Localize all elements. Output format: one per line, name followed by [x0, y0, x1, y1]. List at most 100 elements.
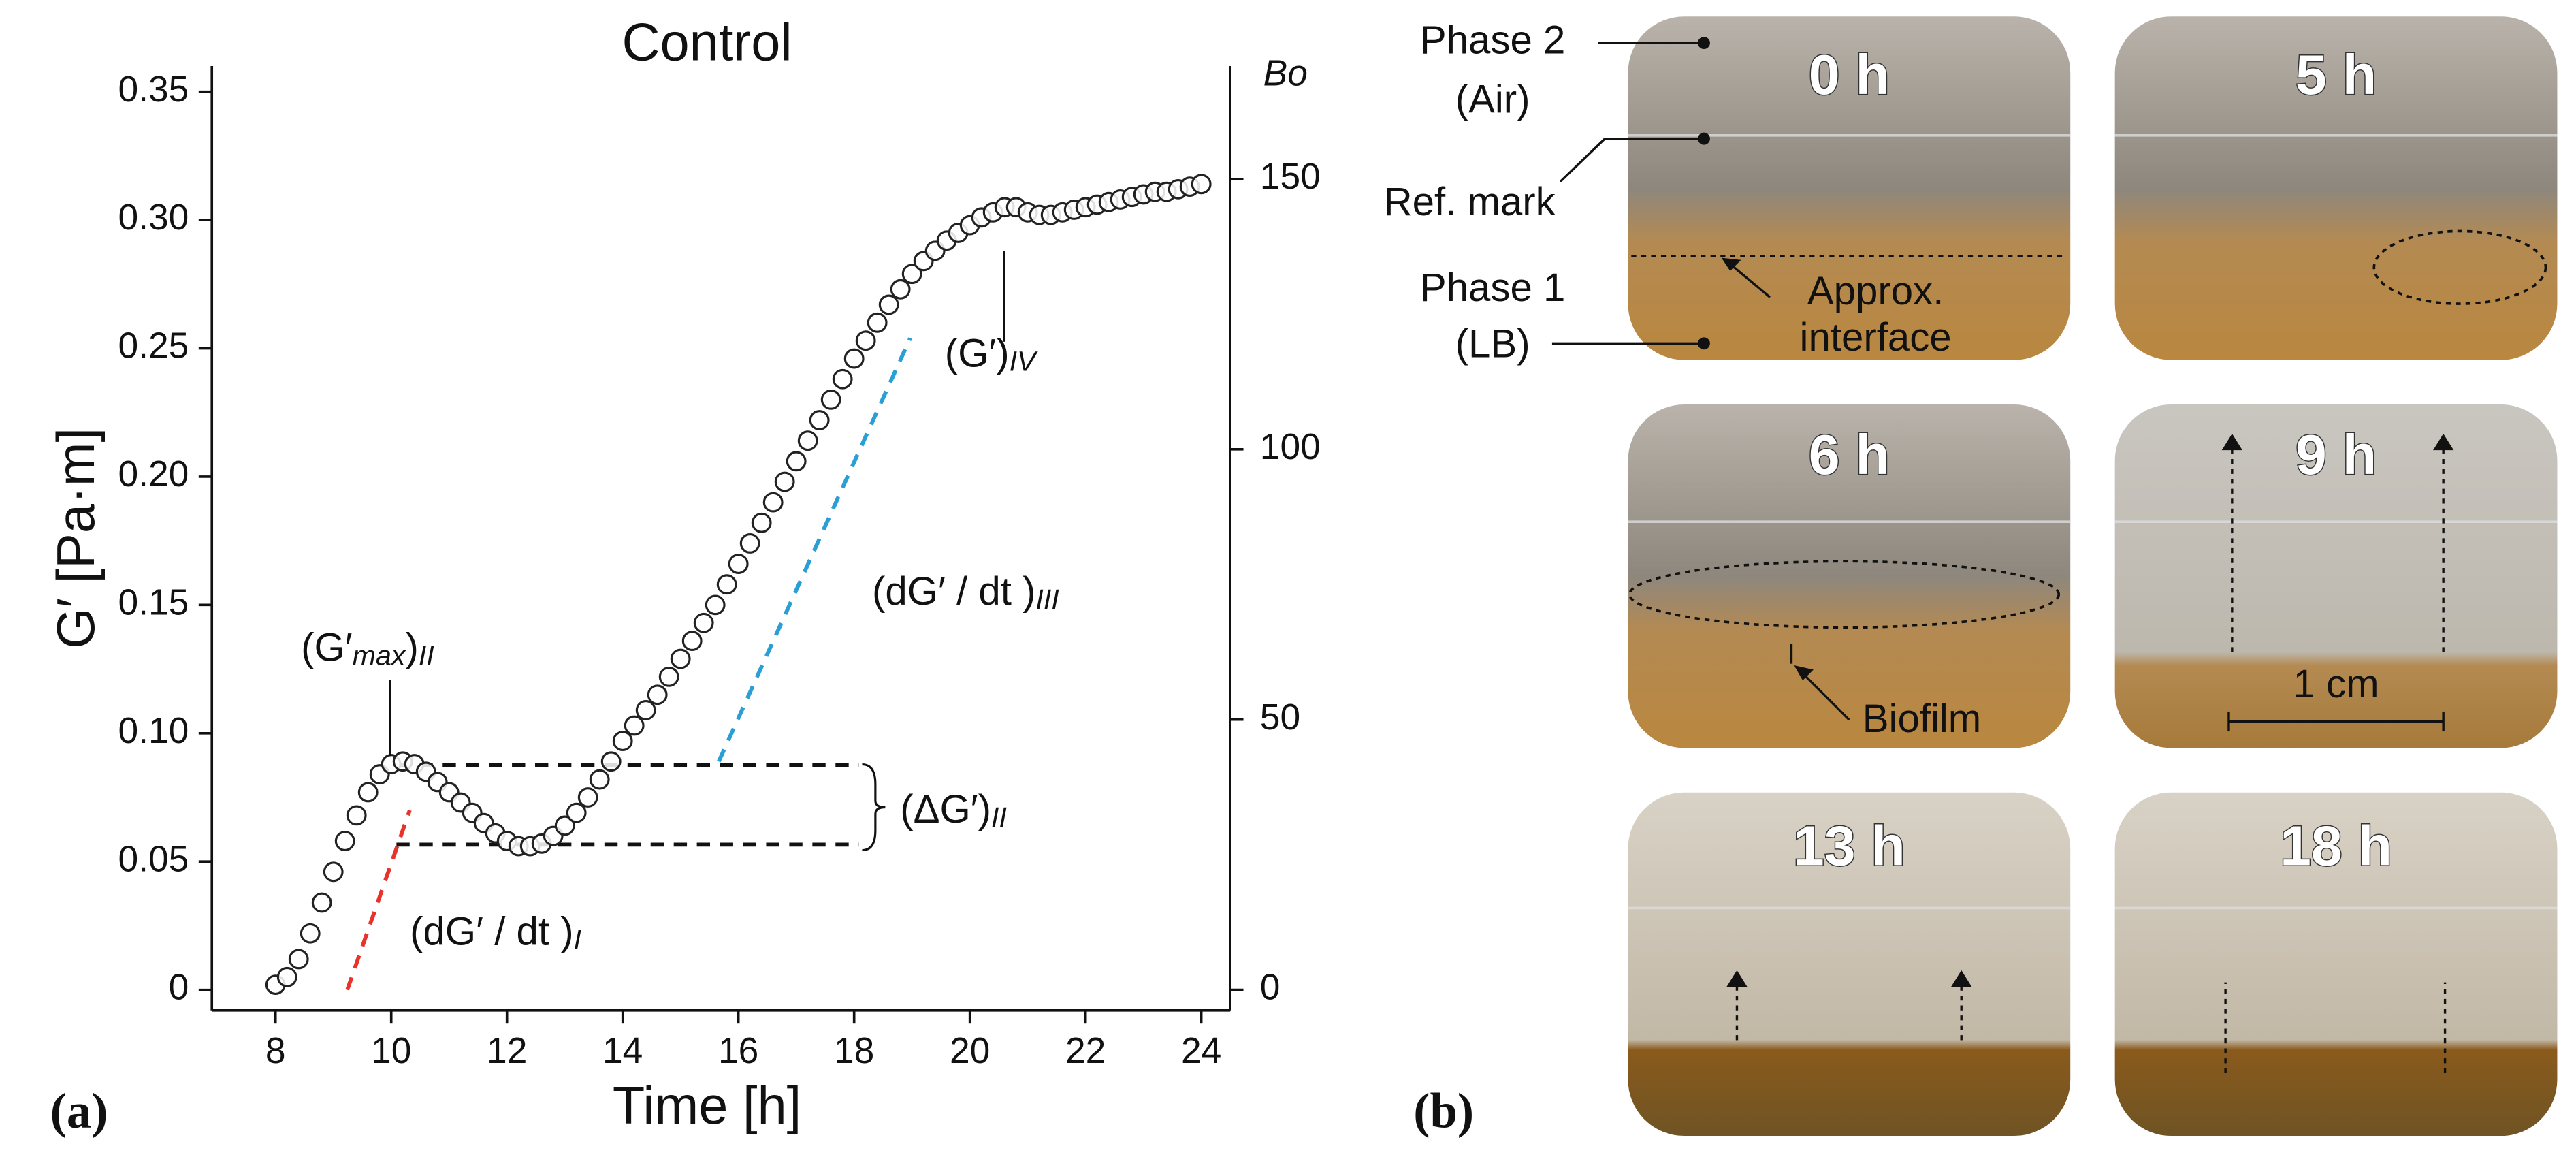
y-tick-label: 0.05	[118, 839, 189, 879]
data-point	[624, 715, 645, 736]
y2-tick-label: 50	[1260, 697, 1300, 737]
data-point	[901, 264, 922, 285]
photo-label: interface	[1800, 315, 1952, 360]
annotation: (ΔG′)II	[900, 787, 1007, 833]
data-point	[658, 666, 679, 687]
guide-line	[717, 337, 912, 763]
data-point	[878, 294, 899, 315]
annotation-text: (dG′ / dt )	[410, 910, 573, 954]
data-point	[774, 471, 795, 492]
data-point	[867, 312, 888, 333]
data-point	[357, 782, 379, 803]
annotation-text: (G′)	[945, 332, 1010, 376]
photo-label: Ref. mark	[1384, 180, 1556, 224]
data-point	[797, 430, 818, 451]
photo-time: 0 h	[1809, 44, 1890, 106]
data-point	[670, 648, 691, 669]
x-tick-label: 14	[602, 1031, 643, 1071]
x-tick-label: 18	[834, 1031, 874, 1071]
data-point	[681, 631, 703, 652]
photo-grid: 0 h 5 h 6 h 9 h 13 h 18 h	[1551, 16, 2558, 1137]
annotation: (G′max)II	[301, 626, 434, 671]
data-point	[728, 554, 749, 574]
x-axis-label: Time [h]	[613, 1077, 801, 1135]
photo	[1628, 792, 2071, 1137]
data-point	[635, 699, 656, 720]
annotation-subscript: III	[1035, 584, 1059, 615]
annotation-subscript: IV	[1010, 346, 1038, 377]
data-point	[300, 923, 321, 944]
data-point	[855, 330, 876, 351]
y-tick-label: 0.10	[118, 711, 189, 751]
y2-tick-label: 0	[1260, 968, 1281, 1008]
y-tick-label: 0.20	[118, 454, 189, 494]
data-point	[762, 492, 784, 513]
annotation-subscript: II	[991, 801, 1007, 833]
photo-time: 6 h	[1809, 424, 1890, 486]
annotation-subscript: II	[419, 639, 434, 671]
data-point	[716, 574, 737, 595]
guide-line	[345, 809, 412, 991]
photo-label: Biofilm	[1863, 697, 1982, 741]
y-tick-label: 0.35	[118, 69, 189, 110]
y-tick-label: 0.30	[118, 197, 189, 238]
data-point	[751, 512, 772, 533]
x-tick-label: 22	[1065, 1031, 1106, 1071]
x-tick-label: 16	[718, 1031, 758, 1071]
data-point	[647, 684, 668, 705]
data-point	[589, 769, 610, 790]
data-point	[323, 861, 344, 883]
photo	[1628, 404, 2071, 748]
photo-time: 5 h	[2296, 44, 2377, 106]
x-tick-label: 10	[371, 1031, 411, 1071]
data-point	[890, 279, 911, 300]
annotation-subscript: I	[574, 923, 581, 955]
plot-area: 0 0.05 0.10 0.15 0.20 0.25 0.30 0.35 0 50 100 150 8 1…	[118, 69, 1320, 1071]
annotation-text: (ΔG′)	[900, 787, 991, 831]
photo-label: Approx.	[1807, 269, 1944, 313]
photo-time: 18 h	[2280, 814, 2392, 877]
y-tick-label: 0.15	[118, 582, 189, 622]
photo-label: Phase 2	[1420, 18, 1565, 62]
data-point	[693, 612, 714, 633]
plot-frame	[210, 65, 1231, 1012]
y2-axis-label: Bo	[1263, 54, 1308, 94]
annotation: (dG′ / dt )III	[872, 569, 1059, 615]
y-tick-label: 0	[169, 968, 189, 1008]
y2-tick-label: 100	[1260, 427, 1321, 467]
annotation: (G′)IV	[945, 332, 1038, 377]
data-point	[612, 731, 633, 752]
data-point	[843, 348, 865, 369]
data-point	[786, 451, 807, 472]
data-point	[600, 751, 622, 772]
data-point	[311, 892, 332, 913]
photo	[2114, 404, 2558, 748]
annotation-text: )	[406, 626, 419, 670]
data-point	[334, 831, 355, 851]
y-axis-label: G′ [Pa·m]	[47, 428, 106, 649]
photo-label: Phase 1	[1420, 266, 1565, 310]
x-tick-label: 24	[1181, 1031, 1221, 1071]
data-point	[809, 410, 830, 430]
y-tick-label: 0.25	[118, 326, 189, 366]
chart-title: Control	[622, 13, 792, 72]
data-point	[820, 389, 841, 410]
annotation-text: (G′	[301, 626, 353, 670]
data-point	[577, 787, 598, 808]
leaders	[389, 251, 1005, 852]
photo	[2114, 16, 2558, 360]
data-point	[276, 966, 297, 987]
annotation: (dG′ / dt )I	[410, 910, 581, 955]
data-point	[554, 815, 575, 836]
panel-label: (a)	[50, 1083, 108, 1139]
annotation-subscript: max	[353, 639, 406, 671]
photo	[1628, 16, 2071, 360]
data-point	[1191, 174, 1212, 195]
data-point	[832, 368, 853, 390]
photo-label: (LB)	[1455, 322, 1530, 366]
photo-time: 13 h	[1793, 814, 1905, 877]
data-point	[739, 533, 760, 554]
data-point	[705, 594, 726, 616]
x-tick-label: 8	[265, 1031, 286, 1071]
